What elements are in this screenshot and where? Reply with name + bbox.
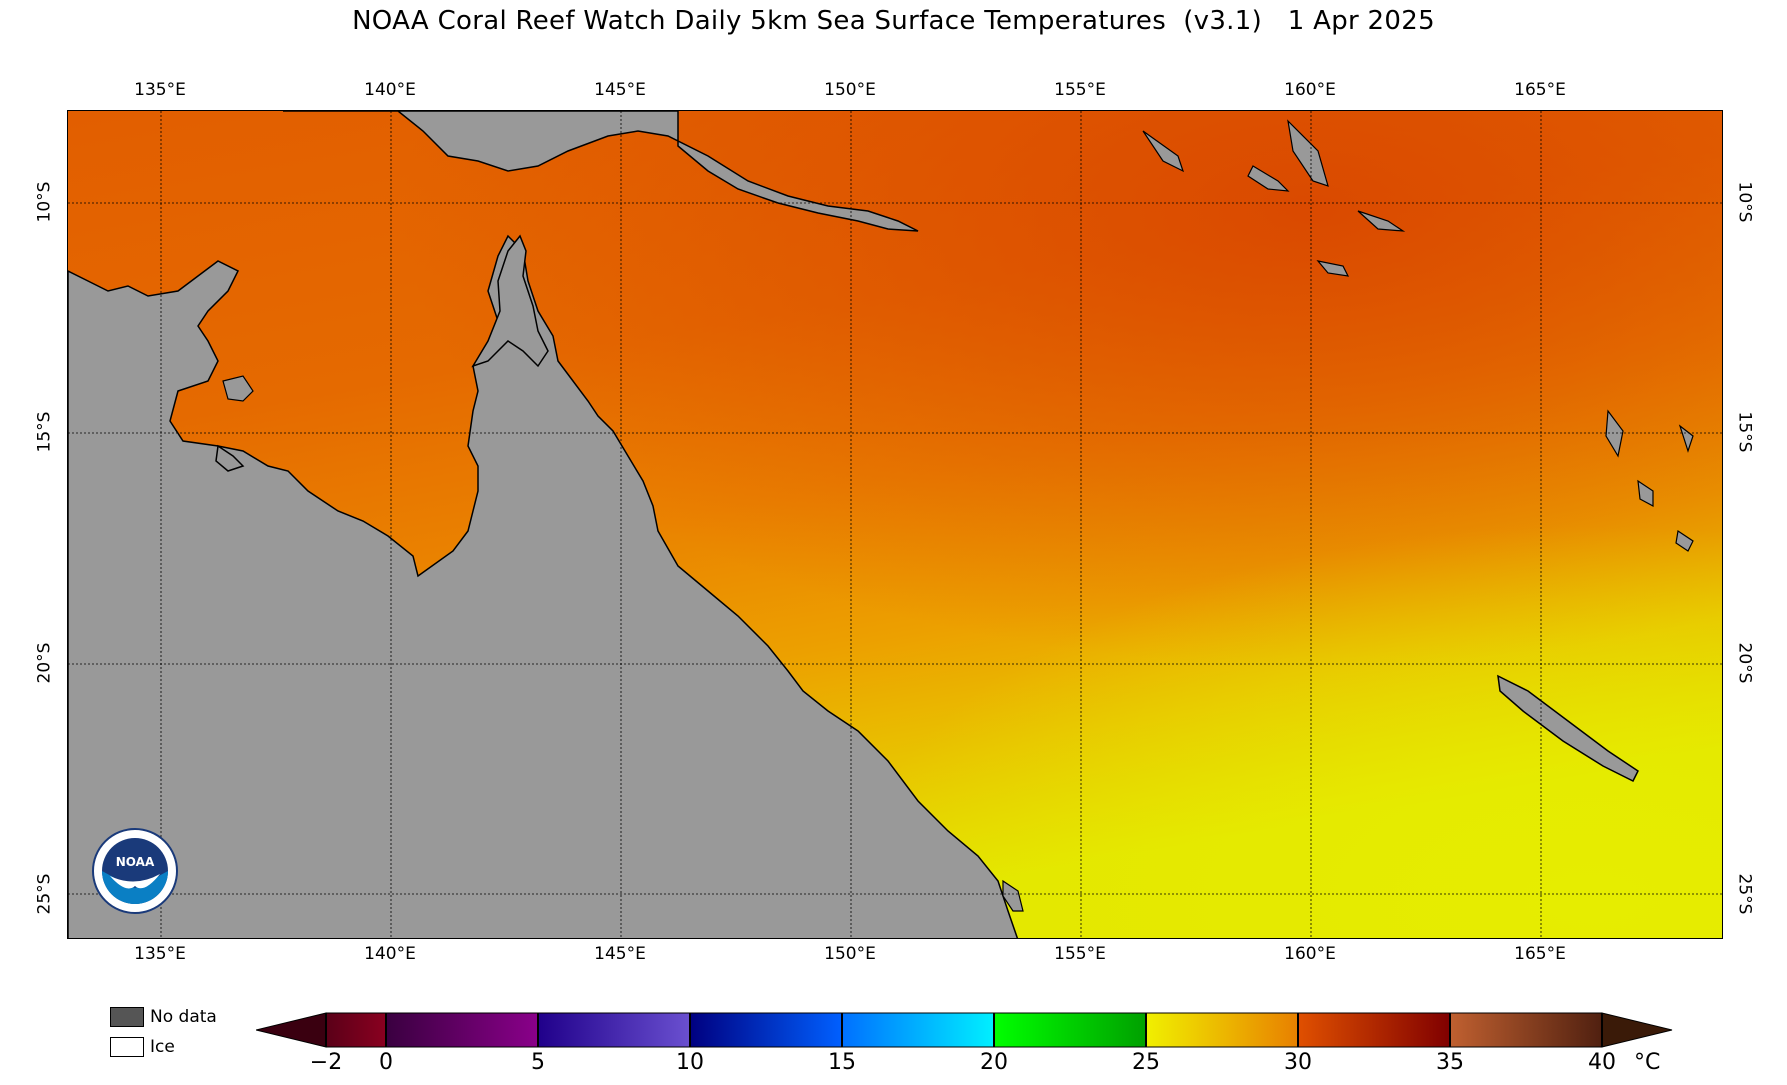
lat-label-left: 25°S [34, 873, 55, 915]
lat-label-right: 25°S [1734, 873, 1755, 915]
cape-york-peninsula [471, 234, 549, 368]
no-data-label: No data [150, 1007, 217, 1027]
lon-label-bottom: 140°E [364, 944, 416, 964]
gulf-land [215, 444, 245, 472]
colorbar-tick-label: 10 [676, 1050, 704, 1075]
sst-map-canvas [68, 111, 1722, 938]
graticule [68, 111, 1722, 938]
noaa-logo-icon: NOAA [92, 828, 178, 914]
lon-label-top: 155°E [1054, 80, 1106, 100]
lon-label-bottom: 145°E [594, 944, 646, 964]
new-guinea-landmass [283, 111, 919, 232]
temperature-colorbar [256, 1012, 1673, 1048]
lon-label-top: 150°E [824, 80, 876, 100]
australia-landmass [68, 234, 1019, 938]
colorbar-tick-label: 0 [379, 1050, 393, 1075]
colorbar-unit-label: °C [1634, 1050, 1661, 1075]
lon-label-bottom: 155°E [1054, 944, 1106, 964]
lon-label-bottom: 165°E [1514, 944, 1566, 964]
colorbar-tick-label: 40 [1588, 1050, 1616, 1075]
colorbar-tick-label: 30 [1284, 1050, 1312, 1075]
lon-label-top: 160°E [1284, 80, 1336, 100]
colorbar-tick-label: 35 [1436, 1050, 1464, 1075]
no-data-swatch [110, 1007, 144, 1027]
noaa-logo-text: NOAA [116, 855, 155, 869]
ice-label: Ice [150, 1037, 175, 1057]
lon-label-top: 140°E [364, 80, 416, 100]
lat-label-left: 10°S [34, 181, 55, 223]
solomon-islands [1142, 119, 1406, 277]
sst-map[interactable] [67, 110, 1723, 939]
groote-eylandt [222, 375, 254, 402]
colorbar-tick-label: 20 [980, 1050, 1008, 1075]
colorbar-tick-label: −2 [309, 1050, 343, 1075]
colorbar-tick-label: 15 [828, 1050, 856, 1075]
lat-label-right: 15°S [1734, 411, 1755, 453]
lon-label-bottom: 160°E [1284, 944, 1336, 964]
lon-label-top: 135°E [134, 80, 186, 100]
colorbar-tick-label: 5 [531, 1050, 545, 1075]
lat-label-left: 15°S [34, 411, 55, 453]
colorbar-tick-label: 25 [1132, 1050, 1160, 1075]
lat-label-left: 20°S [34, 642, 55, 684]
map-title: NOAA Coral Reef Watch Daily 5km Sea Surf… [352, 6, 1435, 36]
lon-label-bottom: 150°E [824, 944, 876, 964]
lat-label-right: 10°S [1734, 181, 1755, 223]
lon-label-top: 165°E [1514, 80, 1566, 100]
lat-label-right: 20°S [1734, 642, 1755, 684]
ice-swatch [110, 1037, 144, 1057]
new-caledonia [1497, 674, 1639, 783]
lon-label-bottom: 135°E [134, 944, 186, 964]
fraser-island [1002, 879, 1024, 912]
vanuatu-islands [1605, 409, 1694, 552]
lon-label-top: 145°E [594, 80, 646, 100]
